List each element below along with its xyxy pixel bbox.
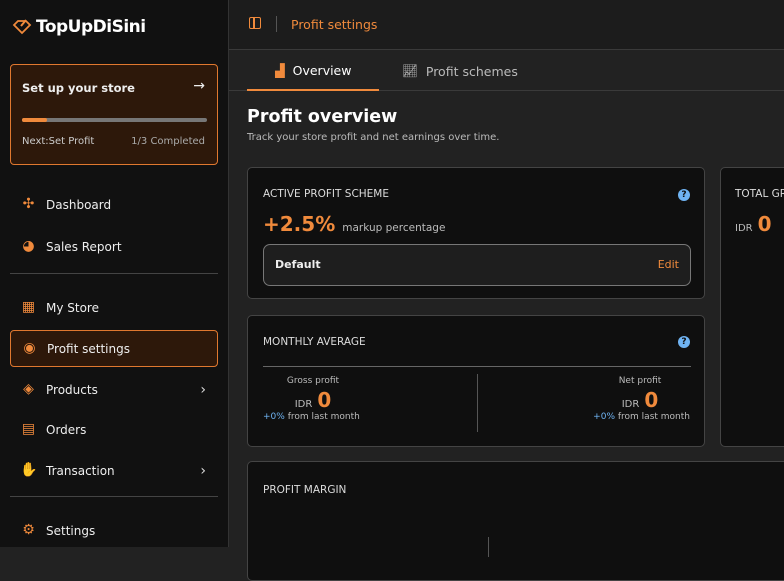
change-text: from last month (617, 412, 690, 422)
pie-chart-icon: ◕ (22, 238, 35, 254)
sidebar-item-sales-report[interactable]: ◕ Sales Report (10, 228, 218, 265)
sidebar-item-label: Settings (46, 523, 96, 538)
store-icon: ▦ (21, 299, 36, 315)
setup-completed: 1/3 Completed (131, 136, 205, 147)
box-icon: ◈ (23, 381, 34, 397)
scheme-name: Default (275, 258, 321, 271)
stat-label: Gross profit (286, 376, 340, 386)
total-value: 0 (757, 212, 772, 236)
gross-profit-stat: Gross profit IDR 0 +0% from last month (263, 376, 363, 422)
brand-logo[interactable]: TopUpDiSini (12, 17, 146, 37)
setup-next: Next:Set Profit (22, 136, 95, 147)
sidebar-toggle-icon[interactable] (249, 17, 261, 29)
markup-value: +2.5% (263, 212, 336, 236)
card-label: TOTAL GR (735, 188, 784, 200)
setup-title: Set up your store (22, 81, 135, 95)
card-label: PROFIT MARGIN (263, 484, 347, 496)
divider (10, 273, 218, 274)
sidebar-item-label: Profit settings (47, 341, 130, 356)
divider (488, 537, 489, 557)
sidebar: TopUpDiSini Set up your store → Next:Set… (0, 0, 229, 547)
brand-name: TopUpDiSini (36, 17, 146, 37)
sidebar-item-settings[interactable]: ⚙ Settings (10, 512, 218, 549)
sidebar-item-dashboard[interactable]: ✣ Dashboard (10, 186, 218, 223)
help-icon[interactable]: ? (678, 189, 690, 201)
diamond-logo-icon (12, 19, 32, 35)
sidebar-item-orders[interactable]: ▤ Orders (10, 411, 218, 448)
sidebar-item-label: Dashboard (46, 197, 112, 212)
setup-store-card[interactable]: Set up your store → Next:Set Profit 1/3 … (10, 64, 218, 165)
tab-profit-schemes[interactable]: 📈︎ Profit schemes (402, 51, 518, 91)
change-value: +0% (263, 412, 285, 422)
top-bar: Profit settings (229, 0, 784, 50)
arrow-right-icon[interactable]: → (193, 78, 205, 94)
page-title: Profit overview (247, 107, 398, 127)
divider (276, 16, 277, 32)
net-profit-stat: Net profit IDR 0 +0% from last month (590, 376, 690, 422)
scheme-row: Default Edit (263, 244, 691, 286)
receipt-icon: ▤ (21, 421, 36, 437)
markup-unit: markup percentage (342, 222, 446, 234)
help-icon[interactable]: ? (678, 336, 690, 348)
stat-label: Net profit (618, 376, 662, 386)
edit-button[interactable]: Edit (657, 258, 679, 271)
chevron-right-icon: › (200, 462, 206, 479)
hand-coin-icon: ✋ (20, 462, 38, 478)
card-label: ACTIVE PROFIT SCHEME (263, 188, 389, 200)
network-icon: ✣ (22, 196, 35, 212)
currency: IDR (621, 399, 640, 410)
sidebar-item-my-store[interactable]: ▦ My Store (10, 289, 218, 326)
sidebar-item-label: Sales Report (46, 239, 122, 254)
total-gross-card: TOTAL GR IDR 0 (720, 167, 784, 447)
sidebar-item-label: Products (46, 382, 98, 397)
active-profit-scheme-card: ACTIVE PROFIT SCHEME ? +2.5% markup perc… (247, 167, 705, 299)
sidebar-item-transaction[interactable]: ✋ Transaction › (10, 452, 218, 489)
tab-label: Overview (292, 62, 352, 78)
change-text: from last month (287, 412, 360, 422)
chevron-right-icon: › (200, 381, 206, 398)
card-label: MONTHLY AVERAGE (263, 336, 366, 348)
sidebar-item-profit-settings[interactable]: ◉ Profit settings (10, 330, 218, 367)
currency: IDR (294, 399, 313, 410)
currency: IDR (735, 223, 753, 234)
trend-line-icon: 📈︎ (402, 63, 418, 78)
sidebar-item-label: Orders (46, 422, 87, 437)
bar-chart-icon: ▟ (275, 62, 285, 78)
coins-icon: ◉ (23, 340, 36, 356)
setup-progress-fill (22, 118, 47, 122)
tab-bar: ▟ Overview 📈︎ Profit schemes (229, 51, 784, 91)
gear-icon: ⚙ (22, 522, 35, 538)
page-subtitle: Track your store profit and net earnings… (247, 132, 500, 143)
sidebar-item-products[interactable]: ◈ Products › (10, 371, 218, 408)
divider (263, 366, 691, 367)
setup-progress-bar (22, 118, 207, 122)
sidebar-item-label: Transaction (46, 463, 115, 478)
change-value: +0% (593, 412, 615, 422)
gross-value: 0 (317, 388, 332, 412)
tab-overview[interactable]: ▟ Overview (247, 51, 380, 91)
net-value: 0 (644, 388, 659, 412)
monthly-average-card: MONTHLY AVERAGE ? Gross profit IDR 0 +0%… (247, 315, 705, 447)
tab-label: Profit schemes (425, 63, 518, 79)
divider (477, 374, 478, 432)
profit-margin-card: PROFIT MARGIN (247, 461, 784, 581)
breadcrumb-title: Profit settings (291, 17, 378, 32)
divider (10, 496, 218, 497)
sidebar-item-label: My Store (46, 300, 99, 315)
